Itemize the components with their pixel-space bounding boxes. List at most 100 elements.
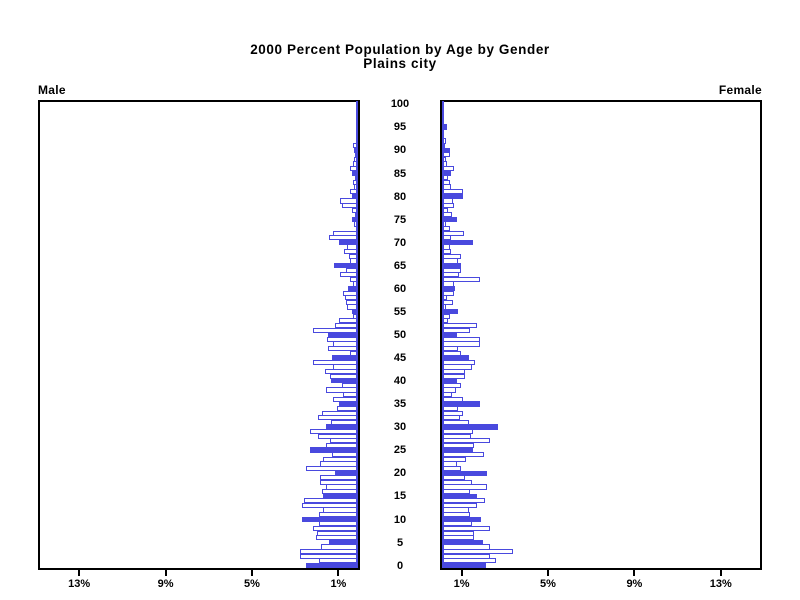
bar-male-age-36 xyxy=(333,396,358,402)
bar-female-age-55 xyxy=(442,309,459,315)
male-xaxis-13pct-tick xyxy=(78,570,81,576)
bar-female-age-75 xyxy=(442,216,458,222)
bar-female-age-36 xyxy=(442,396,463,402)
bar-male-age-9 xyxy=(319,521,358,527)
bar-female-age-2 xyxy=(442,553,490,559)
bar-male-age-23 xyxy=(323,456,358,462)
male-xaxis-13pct-label: 13% xyxy=(68,578,91,590)
bar-male-age-71 xyxy=(328,235,358,241)
bar-female-age-81 xyxy=(442,189,463,195)
bar-female-age-31 xyxy=(442,419,469,425)
bar-female-age-25 xyxy=(442,447,474,453)
bar-male-age-7 xyxy=(316,530,358,536)
male-xaxis-5pct-tick xyxy=(251,570,253,576)
female-xaxis-5pct-label: 5% xyxy=(540,578,556,590)
female-xaxis-9pct-label: 9% xyxy=(626,578,643,590)
bar-female-age-24 xyxy=(442,452,485,458)
male-xaxis-1pct-label: 1% xyxy=(330,578,347,590)
bar-female-age-11 xyxy=(442,512,471,518)
bar-male-age-18 xyxy=(320,479,358,485)
bar-female-age-35 xyxy=(442,401,480,407)
bar-male-age-32 xyxy=(318,415,358,421)
bar-female-age-18 xyxy=(442,479,473,485)
bar-female-age-39 xyxy=(442,382,462,389)
bar-female-age-44 xyxy=(442,359,476,365)
bar-male-age-22 xyxy=(320,461,358,467)
male-xaxis-5pct-label: 5% xyxy=(244,578,260,590)
age-tick-label-30: 30 xyxy=(393,421,407,434)
bar-male-age-17 xyxy=(325,484,358,490)
bar-male-age-38 xyxy=(325,387,358,393)
age-tick-label-70: 70 xyxy=(393,236,407,249)
bar-female-age-49 xyxy=(442,336,480,342)
bar-female-age-1 xyxy=(442,558,496,564)
bar-male-age-33 xyxy=(322,410,358,416)
bar-male-age-72 xyxy=(333,230,358,236)
chart-title: 2000 Percent Population by Age by Gender xyxy=(250,42,550,57)
bar-female-age-27 xyxy=(442,438,490,444)
female-xaxis-13pct-tick xyxy=(719,570,722,576)
female-xaxis-13pct-label: 13% xyxy=(709,578,732,590)
bar-male-age-2 xyxy=(299,553,358,559)
female-xaxis-1pct-label: 1% xyxy=(453,578,470,590)
bar-male-age-27 xyxy=(329,438,358,444)
bar-female-age-22 xyxy=(442,461,458,467)
bar-female-age-46 xyxy=(442,350,462,356)
bar-female-age-48 xyxy=(442,341,480,347)
bar-male-age-0 xyxy=(306,562,358,568)
bar-female-age-20 xyxy=(442,470,488,476)
age-tick-label-100: 100 xyxy=(390,98,410,111)
male-xaxis-9pct-tick xyxy=(164,570,167,576)
female-panel xyxy=(440,100,762,570)
female-xaxis-9pct-tick xyxy=(633,570,636,576)
bar-male-age-30 xyxy=(325,424,358,430)
age-tick-label-55: 55 xyxy=(393,305,407,318)
male-panel-header: Male xyxy=(38,83,66,97)
bar-male-age-3 xyxy=(299,548,358,555)
age-tick-label-15: 15 xyxy=(393,490,407,503)
bar-male-age-24 xyxy=(332,452,358,458)
bar-male-age-49 xyxy=(326,336,358,342)
bar-male-age-10 xyxy=(301,516,358,522)
chart-subtitle: Plains city xyxy=(363,56,437,71)
bar-female-age-28 xyxy=(442,433,472,439)
bar-male-age-5 xyxy=(328,539,358,545)
bar-male-age-6 xyxy=(315,535,358,541)
bar-male-age-20 xyxy=(335,470,358,476)
age-tick-label-0: 0 xyxy=(396,559,404,572)
bar-female-age-17 xyxy=(442,484,488,490)
bar-female-age-34 xyxy=(442,405,459,412)
age-tick-label-80: 80 xyxy=(393,190,407,203)
age-tick-label-85: 85 xyxy=(393,167,407,180)
bar-male-age-12 xyxy=(323,507,358,513)
male-zero-axis-line xyxy=(356,102,358,568)
bar-female-age-13 xyxy=(442,502,477,509)
bar-female-age-21 xyxy=(442,465,462,472)
bar-female-age-52 xyxy=(442,322,477,329)
age-tick-label-40: 40 xyxy=(393,375,407,388)
bar-male-age-14 xyxy=(304,498,358,504)
bar-male-age-31 xyxy=(331,419,358,425)
bar-female-age-67 xyxy=(442,253,462,259)
bar-male-age-19 xyxy=(320,475,358,481)
bar-female-age-5 xyxy=(442,539,484,545)
bar-male-age-40 xyxy=(331,378,358,384)
bar-female-age-12 xyxy=(442,507,469,513)
bar-female-age-40 xyxy=(442,378,458,384)
bar-female-age-30 xyxy=(442,424,499,430)
bar-male-age-41 xyxy=(329,373,358,379)
bar-female-age-51 xyxy=(442,327,471,333)
female-xaxis-1pct-tick xyxy=(460,570,463,576)
bar-female-age-26 xyxy=(442,442,475,449)
bar-male-age-43 xyxy=(333,364,358,370)
bar-female-age-14 xyxy=(442,498,486,504)
bar-male-age-65 xyxy=(334,262,358,269)
age-tick-label-20: 20 xyxy=(393,467,407,480)
bar-female-age-63 xyxy=(442,272,460,278)
bar-female-age-41 xyxy=(442,373,465,379)
female-zero-axis-line xyxy=(442,102,444,568)
bar-male-age-16 xyxy=(322,488,358,495)
bar-male-age-45 xyxy=(332,355,358,361)
bar-female-age-72 xyxy=(442,230,464,236)
bar-male-age-44 xyxy=(312,359,358,365)
